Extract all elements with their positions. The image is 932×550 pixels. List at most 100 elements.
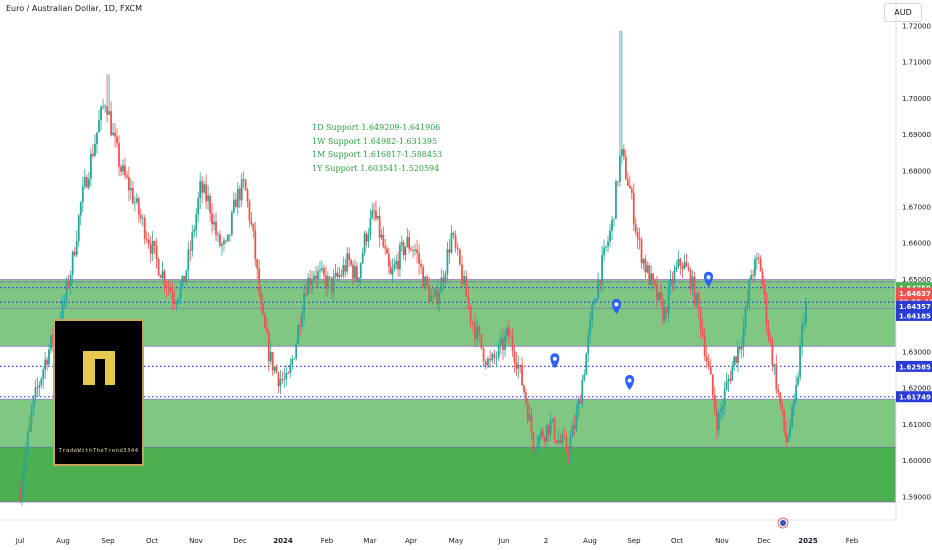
candle-body — [783, 409, 786, 432]
candle-body — [679, 258, 682, 266]
candle-body — [126, 175, 128, 178]
candle-body — [773, 364, 776, 366]
candle-body — [628, 185, 631, 189]
candle-body — [571, 425, 574, 438]
candle-body — [133, 202, 136, 204]
candle-body — [287, 373, 290, 374]
x-tick-label: Nov — [715, 537, 729, 545]
candle-body — [779, 392, 782, 406]
candle-body — [48, 349, 50, 365]
chart-title: Euro / Australian Dollar, 1D, FXCM — [6, 4, 143, 13]
candle-body — [219, 234, 221, 246]
candle-body — [205, 184, 208, 202]
candle-body — [551, 418, 554, 421]
candle-body — [367, 234, 370, 242]
candle-body — [549, 420, 552, 435]
candle-body — [77, 215, 80, 242]
candle-body — [622, 149, 625, 157]
candle-body — [106, 106, 108, 115]
candle-body — [428, 285, 431, 302]
candle-body — [465, 276, 468, 298]
candle-body — [189, 249, 192, 251]
candle-body — [265, 327, 268, 333]
candle-body — [557, 440, 560, 443]
candle-body — [725, 381, 728, 390]
price-level-tag-4 — [896, 309, 932, 321]
candle-body — [434, 289, 437, 297]
candle-body — [569, 437, 572, 456]
candle-body — [323, 268, 325, 276]
candle-body — [740, 346, 743, 350]
candle-body — [634, 224, 637, 232]
candle-body — [215, 221, 217, 235]
candle-body — [759, 258, 762, 272]
candle-body — [90, 153, 92, 179]
candle-body — [524, 392, 527, 403]
currency-selector[interactable]: AUD — [884, 3, 922, 22]
candle-body — [309, 277, 311, 285]
candle-body — [761, 271, 764, 285]
candle-body — [476, 326, 479, 340]
candle-body — [567, 450, 570, 456]
price-level-label: 1.62585 — [899, 363, 931, 371]
candle-body — [509, 336, 512, 338]
candle-body — [607, 241, 609, 247]
candle-body — [264, 313, 266, 328]
flag-icon — [777, 517, 789, 529]
candle-body — [110, 111, 112, 136]
candle-body — [254, 230, 257, 260]
candle-body — [96, 132, 98, 144]
candle-body — [675, 266, 678, 271]
candle-body — [363, 233, 366, 253]
candle-body — [555, 439, 558, 443]
candle-body — [536, 445, 539, 451]
candle-body — [593, 301, 596, 306]
candle-body — [452, 232, 455, 236]
x-tick-label: Oct — [146, 537, 158, 545]
candle-body — [541, 431, 544, 438]
support-notes: 1D Support 1.649209-1.641906 1W Support … — [312, 121, 442, 175]
candle-body — [693, 276, 696, 306]
candle-body — [697, 293, 700, 309]
candle-body — [357, 277, 360, 282]
candle-body — [587, 334, 590, 354]
candle-body — [733, 356, 736, 367]
candle-body — [289, 364, 292, 374]
candle-body — [803, 322, 805, 325]
candle-body — [348, 253, 351, 260]
candle-body — [112, 132, 114, 136]
map-pin-dot — [552, 356, 557, 361]
candle-body — [463, 276, 466, 284]
candle-body — [201, 181, 204, 193]
candle-body — [207, 195, 209, 202]
candle-body — [203, 184, 206, 193]
candle-body — [153, 241, 156, 246]
candle-body — [755, 258, 758, 260]
candle-body — [565, 436, 568, 451]
price-level-tag-1 — [896, 287, 932, 299]
candle-body — [376, 216, 379, 219]
candle-body — [326, 276, 329, 289]
candle-body — [418, 252, 420, 264]
candle-body — [579, 400, 582, 404]
candle-body — [665, 307, 668, 314]
candle-body — [642, 259, 645, 264]
candle-body — [638, 238, 641, 241]
candle-body — [355, 266, 358, 282]
candle-body — [163, 271, 166, 286]
candle-body — [157, 259, 160, 276]
candle-body — [461, 264, 463, 284]
candle-body — [430, 296, 433, 302]
candle-body — [85, 177, 88, 188]
candle-body — [513, 350, 516, 363]
support-zone-1 — [0, 279, 896, 347]
candle-body — [559, 440, 562, 443]
x-tick-label: Jul — [15, 537, 25, 545]
candle-body — [748, 279, 751, 301]
x-tick-label: May — [449, 537, 463, 545]
candle-body — [26, 432, 29, 451]
candle-body — [228, 234, 231, 236]
candle-body — [497, 344, 500, 358]
candle-body — [400, 242, 403, 245]
